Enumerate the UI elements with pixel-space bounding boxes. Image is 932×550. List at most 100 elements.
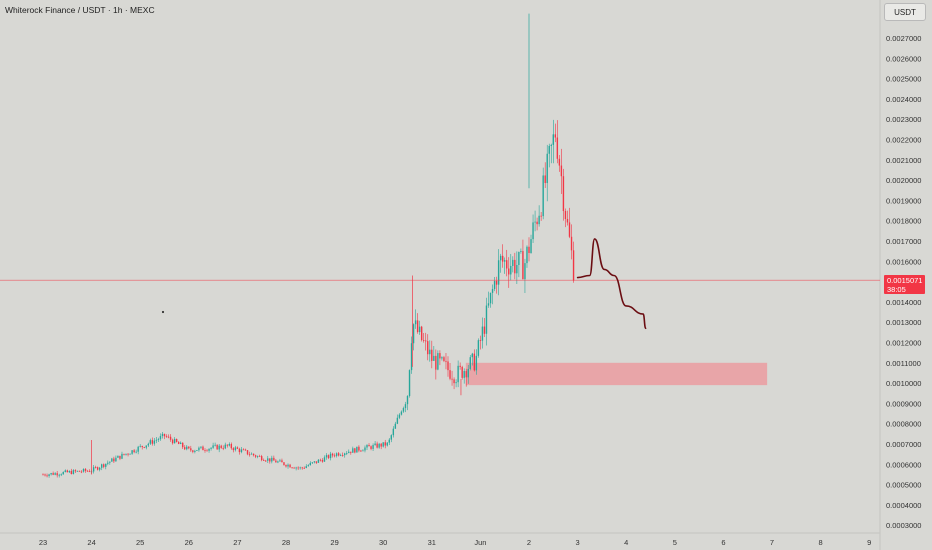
- price-tick-label: 0.0021000: [886, 156, 921, 165]
- candle-body: [177, 441, 180, 445]
- candle-body: [427, 341, 429, 355]
- candle-body: [103, 464, 105, 467]
- candle-body: [143, 447, 145, 448]
- candle-body: [552, 134, 554, 145]
- candle-body: [52, 473, 54, 475]
- price-tick-label: 0.0023000: [886, 115, 921, 124]
- price-tick-label: 0.0007000: [886, 440, 921, 449]
- candle-body: [222, 447, 224, 449]
- candle-body: [317, 459, 320, 463]
- candle-body: [153, 440, 156, 444]
- candle-body: [44, 474, 46, 476]
- candle-body: [214, 444, 216, 446]
- candle-body: [76, 470, 79, 472]
- candle-body: [315, 461, 318, 463]
- time-tick-label: 3: [576, 538, 580, 547]
- candle-body: [319, 459, 322, 461]
- candle-body: [115, 457, 117, 462]
- candle-body: [186, 446, 188, 450]
- candle-body: [335, 453, 338, 456]
- candle-body: [273, 457, 275, 461]
- candle-body: [198, 447, 200, 451]
- projection-path: [576, 238, 647, 330]
- candles: [42, 13, 575, 478]
- candle-body: [309, 462, 311, 466]
- candle-body: [382, 442, 384, 447]
- candle-body: [234, 447, 237, 451]
- time-axis[interactable]: 23 24 25 26 27 28 29 30 31 Jun 2 3 4 5 6 7 8 9: [39, 538, 871, 547]
- candle-body: [556, 137, 559, 159]
- candle-body: [548, 145, 550, 154]
- candle-body: [226, 444, 228, 446]
- candle-body: [133, 450, 135, 453]
- candle-body: [92, 467, 95, 472]
- candle-body: [218, 445, 220, 450]
- candle-body: [86, 470, 89, 472]
- candle-body: [230, 444, 233, 449]
- candle-body: [125, 453, 127, 455]
- candle-body: [386, 442, 388, 446]
- candle-body: [360, 450, 362, 452]
- candle-body: [570, 236, 573, 251]
- candle-body: [414, 320, 417, 325]
- price-tick-label: 0.0005000: [886, 481, 921, 490]
- candle-body: [520, 251, 522, 252]
- candle-body: [483, 326, 486, 334]
- candle-body: [433, 355, 435, 361]
- candle-body: [109, 461, 111, 463]
- candle-body: [236, 447, 239, 449]
- candle-body: [192, 450, 194, 452]
- candle-body: [321, 460, 324, 462]
- candle-body: [210, 447, 212, 449]
- candle-body: [135, 451, 137, 453]
- candle-body: [307, 465, 309, 467]
- candle-body: [325, 455, 328, 458]
- candle-body: [216, 444, 218, 450]
- candle-body: [390, 435, 392, 440]
- candle-body: [441, 357, 443, 359]
- current-price-value: 0.0015071: [887, 276, 923, 285]
- current-price-badge: 0.0015071 38:05: [884, 275, 925, 294]
- candle-body: [99, 467, 101, 470]
- candle-body: [82, 468, 85, 472]
- candle-body: [356, 446, 358, 453]
- candle-body: [277, 461, 279, 463]
- candle-body: [374, 443, 376, 446]
- currency-button[interactable]: USDT: [884, 3, 926, 21]
- candle-body: [202, 446, 204, 451]
- price-tick-label: 0.0016000: [886, 257, 921, 266]
- candle-body: [333, 455, 336, 457]
- price-tick-label: 0.0026000: [886, 54, 921, 63]
- candle-body: [423, 340, 425, 341]
- candle-body: [566, 219, 569, 223]
- candle-body: [121, 453, 123, 459]
- time-tick-label: 25: [136, 538, 144, 547]
- candle-body: [404, 404, 407, 409]
- candle-body: [327, 455, 330, 459]
- candle-body: [279, 460, 281, 462]
- candle-body: [208, 448, 210, 451]
- candle-body: [406, 396, 409, 405]
- candle-body: [425, 340, 427, 342]
- candle-body: [429, 349, 431, 355]
- candle-body: [131, 450, 133, 454]
- candle-body: [471, 353, 473, 358]
- candle-body: [372, 445, 374, 449]
- candle-body: [246, 450, 249, 455]
- candle-body: [420, 326, 423, 341]
- candle-body: [564, 211, 567, 220]
- candle-body: [491, 289, 494, 293]
- candle-body: [408, 370, 411, 397]
- candle-body: [518, 251, 520, 266]
- time-tick-label: 7: [770, 538, 774, 547]
- candle-body: [113, 458, 115, 462]
- candle-body: [155, 439, 158, 441]
- candle-body: [358, 446, 360, 451]
- candle-body: [252, 453, 255, 456]
- candle-body: [232, 448, 235, 451]
- price-axis[interactable]: 0.0027000 0.0026000 0.0025000 0.0024000 0.00…: [886, 34, 921, 530]
- candle-body: [449, 370, 451, 379]
- candle-body: [269, 458, 271, 462]
